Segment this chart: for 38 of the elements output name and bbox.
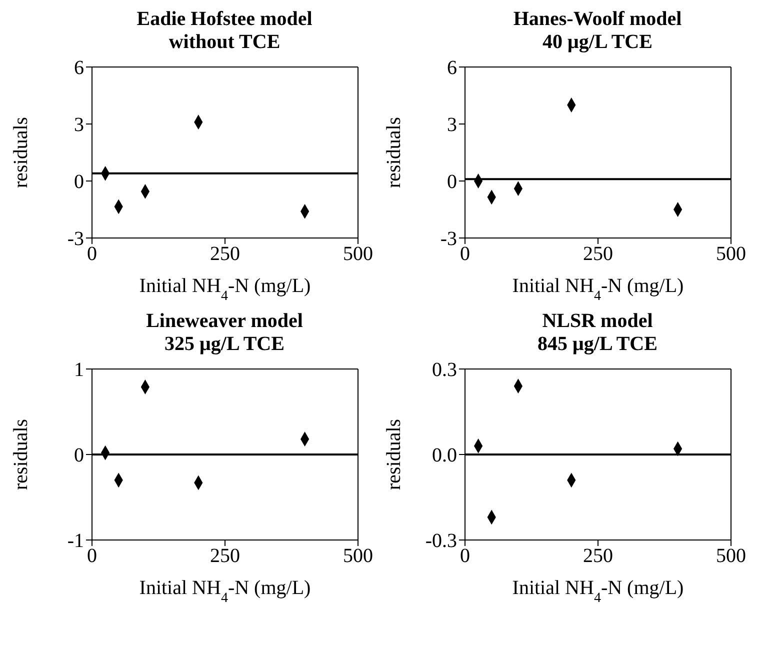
y-tick-label: 0.3: [432, 359, 457, 382]
y-axis-title: residuals: [10, 418, 32, 490]
x-axis-title: Initial NH$_{4}$-N (mg/L): [512, 577, 684, 606]
x-tick-label: 250: [210, 545, 240, 568]
y-tick-label: 3: [447, 114, 457, 136]
chart-subtitle: 325 μg/L TCE: [164, 333, 286, 356]
chart-subtitle: without TCE: [168, 31, 282, 54]
y-axis-title: residuals: [10, 116, 32, 188]
y-tick-label: 6: [74, 57, 84, 80]
chart-title: Lineweaver model: [145, 310, 304, 333]
y-tick-label: 3: [74, 114, 84, 136]
y-tick-label: 0.0: [432, 444, 457, 467]
y-tick-label: -3: [67, 228, 84, 250]
y-tick-label: 6: [447, 57, 457, 80]
x-tick-label: 500: [343, 243, 373, 266]
x-tick-label: 500: [343, 545, 373, 568]
x-axis-title: Initial NH$_{4}$-N (mg/L): [512, 275, 684, 304]
y-tick-label: 0: [447, 171, 457, 194]
x-tick-label: 250: [583, 545, 613, 568]
x-tick-label: 500: [716, 545, 746, 568]
y-axis-title: residuals: [383, 116, 406, 188]
chart-title: NLSR model: [541, 310, 654, 333]
y-tick-label: -3: [440, 228, 457, 250]
chart-subtitle: 40 μg/L TCE: [542, 31, 654, 54]
chart-title: Hanes-Woolf model: [512, 8, 683, 31]
y-tick-label: -0.3: [425, 530, 457, 552]
x-tick-label: 250: [210, 243, 240, 266]
x-tick-label: 250: [583, 243, 613, 266]
x-axis-title: Initial NH$_{4}$-N (mg/L): [139, 275, 311, 304]
x-axis-title: Initial NH$_{4}$-N (mg/L): [139, 577, 311, 606]
chart-title: Eadie Hofstee model: [136, 8, 314, 31]
y-tick-label: 0: [74, 171, 84, 194]
chart-subtitle: 845 μg/L TCE: [536, 333, 658, 356]
y-tick-label: 0: [74, 444, 84, 467]
y-tick-label: 1: [74, 359, 84, 382]
x-tick-label: 500: [716, 243, 746, 266]
y-axis-title: residuals: [383, 418, 406, 490]
y-tick-label: -1: [67, 530, 84, 552]
